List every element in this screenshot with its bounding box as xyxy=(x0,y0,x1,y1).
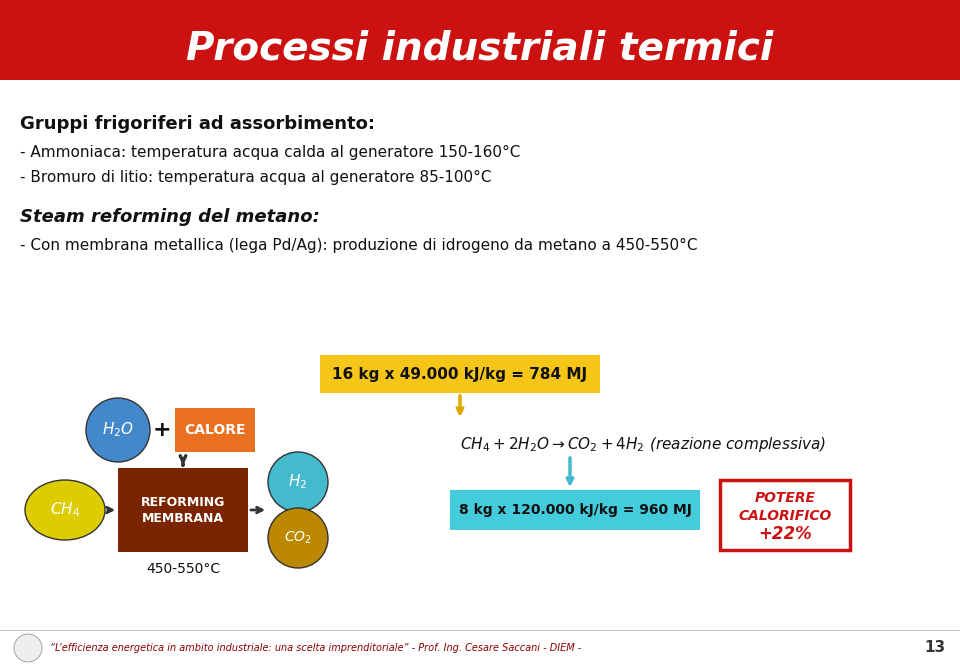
Text: - Bromuro di litio: temperatura acqua al generatore 85-100°C: - Bromuro di litio: temperatura acqua al… xyxy=(20,170,492,185)
Text: CALORE: CALORE xyxy=(184,423,246,437)
Text: CALORIFICO: CALORIFICO xyxy=(738,509,831,523)
FancyBboxPatch shape xyxy=(175,408,255,452)
FancyBboxPatch shape xyxy=(0,0,960,80)
Circle shape xyxy=(268,508,328,568)
Text: - Ammoniaca: temperatura acqua calda al generatore 150-160°C: - Ammoniaca: temperatura acqua calda al … xyxy=(20,145,520,160)
Text: 16 kg x 49.000 kJ/kg = 784 MJ: 16 kg x 49.000 kJ/kg = 784 MJ xyxy=(332,367,588,382)
Text: “L’efficienza energetica in ambito industriale: una scelta imprenditoriale” - Pr: “L’efficienza energetica in ambito indus… xyxy=(50,643,581,653)
Text: - Con membrana metallica (lega Pd/Ag): produzione di idrogeno da metano a 450-55: - Con membrana metallica (lega Pd/Ag): p… xyxy=(20,238,698,253)
Circle shape xyxy=(14,634,42,662)
Text: +22%: +22% xyxy=(758,525,812,543)
Text: POTERE: POTERE xyxy=(755,491,815,505)
Text: 8 kg x 120.000 kJ/kg = 960 MJ: 8 kg x 120.000 kJ/kg = 960 MJ xyxy=(459,503,691,517)
Text: +: + xyxy=(153,420,171,440)
Text: $CH_4 + 2H_2O \rightarrow CO_2 + 4H_2$ (reazione complessiva): $CH_4 + 2H_2O \rightarrow CO_2 + 4H_2$ (… xyxy=(460,435,827,454)
Text: Steam reforming del metano:: Steam reforming del metano: xyxy=(20,208,320,226)
Circle shape xyxy=(268,452,328,512)
FancyBboxPatch shape xyxy=(450,490,700,530)
FancyBboxPatch shape xyxy=(118,468,248,552)
Text: 450-550°C: 450-550°C xyxy=(146,562,220,576)
Circle shape xyxy=(86,398,150,462)
Text: MEMBRANA: MEMBRANA xyxy=(142,511,224,525)
Text: Gruppi frigoriferi ad assorbimento:: Gruppi frigoriferi ad assorbimento: xyxy=(20,115,375,133)
Ellipse shape xyxy=(25,480,105,540)
Text: $H_2O$: $H_2O$ xyxy=(102,421,134,440)
Text: $CO_2$: $CO_2$ xyxy=(284,530,312,546)
Text: Processi industriali termici: Processi industriali termici xyxy=(186,29,774,67)
Text: $H_2$: $H_2$ xyxy=(288,473,307,491)
FancyBboxPatch shape xyxy=(720,480,850,550)
Text: $CH_4$: $CH_4$ xyxy=(50,501,80,519)
Text: 13: 13 xyxy=(924,641,946,655)
FancyBboxPatch shape xyxy=(320,355,600,393)
Text: REFORMING: REFORMING xyxy=(141,495,226,509)
